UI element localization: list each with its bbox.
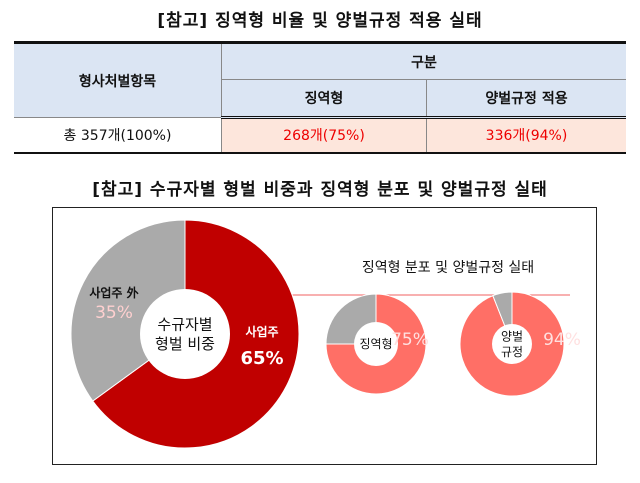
header-joint: 양벌규정 적용 bbox=[426, 79, 626, 119]
label-owner: 사업주 bbox=[245, 324, 278, 339]
donut-2-hole bbox=[492, 324, 532, 364]
donut-1-hole bbox=[354, 322, 398, 366]
donut-0-hole bbox=[140, 289, 230, 379]
value-owner: 65% bbox=[240, 348, 283, 369]
cell-joint: 336개(94%) bbox=[426, 117, 626, 154]
subheading: 징역형 분포 및 양벌규정 실태 bbox=[362, 260, 534, 276]
value-joint: 94% bbox=[543, 330, 581, 350]
header-item: 형사처벌항목 bbox=[14, 41, 222, 118]
chart-frame bbox=[52, 207, 597, 465]
donut-0-center-label: 형벌 비중 bbox=[155, 335, 215, 353]
value-prison: 75% bbox=[391, 330, 429, 350]
cell-total: 총 357개(100%) bbox=[14, 117, 222, 154]
donut-1-center-label: 징역형 bbox=[359, 337, 392, 351]
value-other: 35% bbox=[95, 303, 133, 323]
donut-2-center-label: 양벌 bbox=[501, 329, 523, 343]
cell-prison: 268개(75%) bbox=[221, 117, 427, 154]
chart-title: [참고] 수규자별 형벌 비중과 징역형 분포 및 양벌규정 실태 bbox=[92, 180, 548, 200]
label-other: 사업주 外 bbox=[89, 285, 138, 300]
donut-0-center-label: 수규자별 bbox=[157, 316, 212, 334]
donut-1-slice-0 bbox=[325, 293, 427, 395]
table-title: [참고] 징역형 비율 및 양벌규정 적용 실태 bbox=[157, 11, 483, 31]
summary-table: 형사처벌항목 구분 징역형 양벌규정 적용 총 357개(100%) 268개(… bbox=[14, 41, 626, 154]
donut-0-slice-1 bbox=[70, 219, 186, 402]
header-prison: 징역형 bbox=[221, 79, 427, 119]
donut-2-center-label: 규정 bbox=[501, 345, 523, 359]
